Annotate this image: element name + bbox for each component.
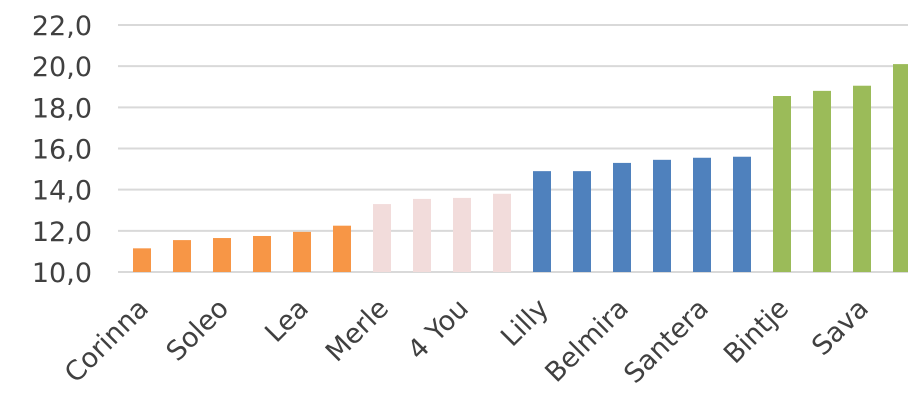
bar [213,238,231,272]
x-category-label: Bintje [718,293,795,370]
bar [453,197,471,272]
y-tick-label: 16,0 [32,135,92,166]
bar [813,90,831,272]
x-category-label: Lilly [495,293,555,353]
bar [893,64,908,272]
gridlines [118,24,908,273]
bar [173,240,191,272]
y-tick-label: 20,0 [32,52,92,83]
x-category-label: Soleo [160,293,234,367]
bar [533,171,551,272]
x-category-label: Lea [259,293,315,349]
bar [293,231,311,272]
x-category-label: Merle [320,293,395,368]
bar [693,157,711,272]
bar [773,96,791,272]
y-tick-label: 18,0 [32,93,92,124]
bar [253,235,271,272]
x-category-label: Corinna [59,293,155,389]
bar [613,162,631,272]
bar [373,204,391,272]
bar [333,225,351,272]
bar [853,85,871,273]
y-tick-label: 14,0 [32,176,92,207]
x-category-label: 4 You [402,293,475,366]
x-axis-category-labels: Corinna Soleo Lea Merle 4 You LillyBelmiraSan… [59,293,875,390]
y-axis-tick-labels: 10,0 12,0 14,0 16,0 18,0 20,0 22,0 [32,11,92,289]
x-category-label: Sava [806,293,875,362]
bar [493,193,511,272]
bar [733,156,751,272]
x-category-label: Belmira [539,293,635,389]
bar [133,248,151,272]
bar [573,171,591,272]
bar [413,198,431,272]
x-category-label: Santera [618,293,715,390]
y-tick-label: 10,0 [32,258,92,289]
y-tick-label: 22,0 [32,11,92,42]
bar [653,159,671,272]
bars [133,64,908,273]
y-tick-label: 12,0 [32,217,92,248]
